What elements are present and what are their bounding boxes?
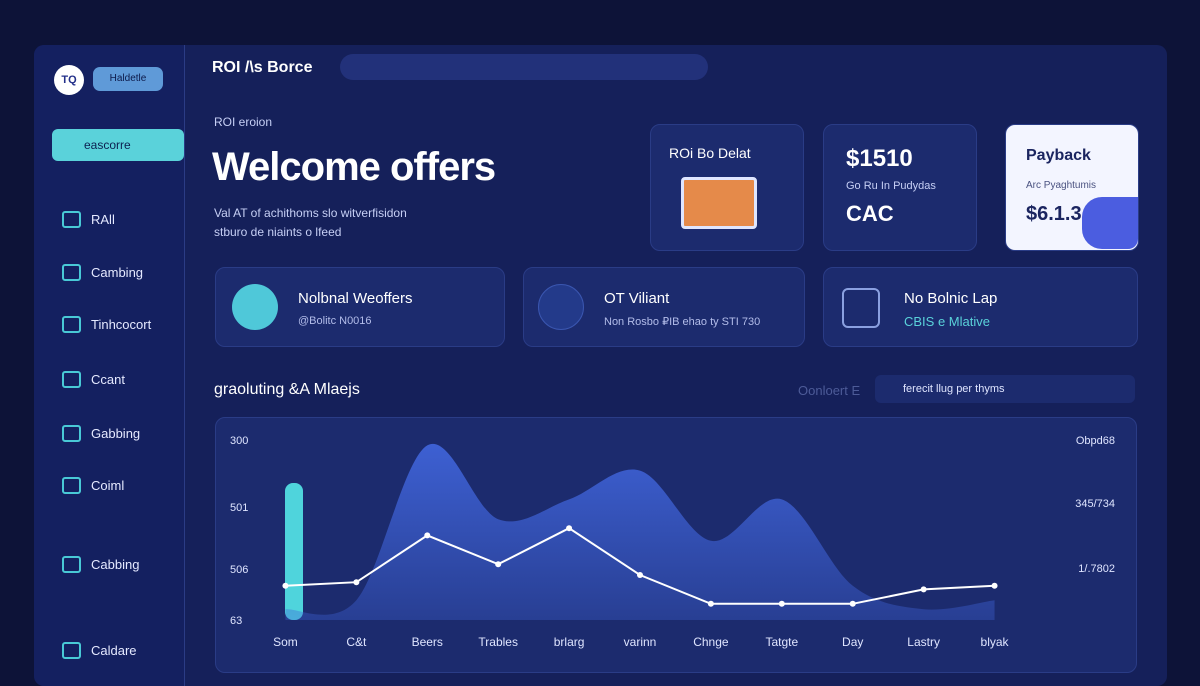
point	[353, 579, 360, 586]
filter-select[interactable]: ferecit llug per thyms	[875, 375, 1135, 403]
nav-item[interactable]: Cambing	[62, 264, 143, 281]
stat-subtitle: Non Rosbo ₽IB ehao ty STI 730	[604, 316, 761, 328]
x-label: Tatgte	[765, 635, 798, 649]
filter-label: Oonloert E	[798, 383, 861, 398]
point	[566, 525, 573, 532]
sidebar: TQ Haldetle eascorre RAll Cambing Tinhcoco…	[34, 45, 185, 686]
card[interactable]: $1510 Go Ru In Pudydas CAC	[823, 124, 977, 251]
y-label: 63	[230, 615, 242, 627]
stat-card[interactable]: Nolbnal Weoffers @Bolitc N0016	[215, 267, 505, 347]
x-label: Trables	[478, 635, 518, 649]
nav-label: Cabbing	[91, 557, 140, 572]
card-icon	[1082, 197, 1138, 249]
decor-bar	[285, 483, 303, 620]
section-title: graoluting &A Mlaejs	[214, 381, 360, 398]
nav-icon	[62, 477, 81, 494]
nav-item[interactable]: Caldare	[62, 642, 137, 659]
nav-label: Gabbing	[91, 426, 141, 441]
card-title: Payback	[1026, 147, 1091, 164]
nav-item[interactable]: Ccant	[62, 371, 125, 388]
card-caption: Go Ru In Pudydas	[846, 180, 936, 192]
laptop-icon	[681, 177, 757, 229]
x-label: C&t	[346, 635, 367, 649]
nav-icon	[62, 425, 81, 442]
card[interactable]: Payback Arc Pyaghtumis $6.1.3	[1005, 124, 1139, 251]
search-box[interactable]: eascorre	[52, 129, 184, 161]
top-search[interactable]	[340, 54, 708, 80]
nav-label: RAll	[91, 212, 115, 227]
point	[282, 582, 289, 589]
x-label: Som	[273, 635, 298, 649]
badge[interactable]: Haldetle	[93, 67, 163, 91]
nav-label: Caldare	[91, 643, 137, 658]
stat-card[interactable]: No Bolnic Lap CBIS e Mlative	[823, 267, 1138, 347]
y-label: 506	[230, 564, 248, 576]
y-label: 501	[230, 502, 248, 514]
nav-icon	[62, 211, 81, 228]
nav-label: Tinhcocort	[91, 317, 152, 332]
logo: TQ	[54, 65, 84, 95]
y2-label: Obpd68	[1076, 435, 1115, 447]
stat-icon	[538, 284, 584, 330]
x-label: varinn	[624, 635, 657, 649]
point	[849, 600, 856, 607]
x-label: Chnge	[693, 635, 729, 649]
nav-label: Ccant	[91, 372, 125, 387]
hero-heading: Welcome offers	[212, 145, 496, 189]
point	[920, 586, 927, 593]
card-caption: Arc Pyaghtumis	[1026, 180, 1097, 191]
stat-title: Nolbnal Weoffers	[298, 290, 413, 307]
stat-subtitle: @Bolitc N0016	[298, 315, 372, 327]
nav-item[interactable]: RAll	[62, 211, 115, 228]
card-title: ROi Bo Delat	[669, 145, 751, 161]
x-label: Beers	[412, 635, 443, 649]
x-label: brlarg	[554, 635, 585, 649]
nav-label: Coiml	[91, 478, 125, 493]
point	[495, 561, 502, 568]
nav-icon	[62, 316, 81, 333]
point	[424, 532, 431, 539]
x-label: Lastry	[907, 635, 940, 649]
point	[707, 600, 714, 607]
nav-icon	[62, 556, 81, 573]
x-label: blyak	[981, 635, 1010, 649]
stat-title: No Bolnic Lap	[904, 290, 998, 307]
point	[991, 582, 998, 589]
card-label: CAC	[846, 201, 894, 226]
nav-icon	[62, 264, 81, 281]
point	[637, 572, 643, 578]
nav-icon	[62, 642, 81, 659]
area	[285, 443, 995, 620]
hero-desc: stburo de niaints o lfeed	[214, 225, 342, 239]
stat-card[interactable]: OT Viliant Non Rosbo ₽IB ehao ty STI 730	[523, 267, 805, 347]
stat-title: OT Viliant	[604, 290, 670, 307]
nav-item[interactable]: Gabbing	[62, 425, 140, 442]
stat-icon	[232, 284, 278, 330]
hero-kicker: ROI eroion	[214, 115, 273, 129]
point	[778, 600, 785, 607]
nav-item[interactable]: Coiml	[62, 477, 124, 494]
card-value: $6.1.3	[1026, 203, 1082, 225]
topbar-title: ROI /\s Borce	[212, 59, 313, 76]
card-value: $1510	[846, 145, 913, 172]
y2-label: 1/.7802	[1078, 563, 1115, 575]
y2-label: 345/734	[1075, 498, 1115, 510]
y-label: 300	[230, 435, 248, 447]
x-label: Day	[842, 635, 863, 649]
card[interactable]: ROi Bo Delat	[650, 124, 804, 251]
nav-icon	[62, 371, 81, 388]
stat-icon	[842, 288, 880, 328]
nav-item[interactable]: Tinhcocort	[62, 316, 151, 333]
nav-label: Cambing	[91, 265, 144, 280]
hero-desc: Val AT of achithoms slo witverfisidon	[214, 206, 407, 220]
stat-subtitle: CBIS e Mlative	[904, 314, 990, 329]
nav-item[interactable]: Cabbing	[62, 556, 139, 573]
